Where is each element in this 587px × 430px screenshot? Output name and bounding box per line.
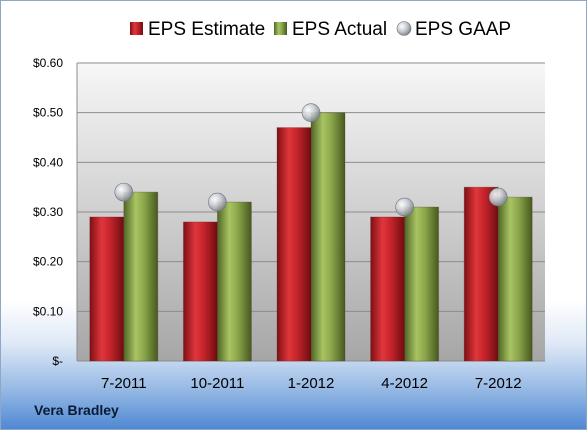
y-tick-label: $-	[52, 354, 63, 368]
legend-swatch	[396, 21, 412, 36]
marker-gaap	[301, 103, 321, 122]
bar-actual	[404, 206, 440, 362]
company-label: Vera Bradley	[34, 402, 119, 418]
x-tick-label: 7-2012	[475, 375, 522, 392]
legend-label: EPS Estimate	[148, 19, 265, 40]
y-tick-label: $0.20	[33, 255, 63, 269]
y-tick-label: $0.60	[33, 56, 63, 70]
marker-gaap	[488, 187, 508, 207]
legend-label: EPS GAAP	[415, 19, 511, 40]
marker-gaap	[208, 192, 227, 212]
bar-estimate	[89, 216, 125, 362]
legend-swatch	[274, 22, 287, 35]
x-tick-label: 7-2011	[101, 375, 147, 392]
bar-estimate	[370, 216, 406, 362]
bar-actual	[310, 112, 346, 362]
bar-actual	[216, 201, 252, 362]
x-tick-label: 10-2011	[190, 375, 244, 392]
legend: EPS Estimate EPS Actual EPS GAAP	[130, 19, 511, 40]
plot-area: $- $0.10 $0.20 $0.30 $0.40 $0.50 $0.60 7-2011 10…	[33, 56, 545, 392]
y-tick-label: $0.40	[33, 155, 63, 169]
x-tick-label: 4-2012	[381, 375, 428, 392]
y-tick-label: $0.10	[33, 304, 63, 318]
marker-gaap	[395, 197, 414, 217]
y-tick-label: $0.50	[33, 106, 63, 120]
bar-estimate	[276, 127, 312, 362]
bar-estimate	[463, 186, 499, 362]
legend-label: EPS Actual	[292, 19, 387, 40]
marker-gaap	[114, 182, 134, 202]
bar-actual	[123, 191, 159, 362]
y-tick-label: $0.30	[33, 205, 63, 219]
bar-actual	[497, 196, 533, 362]
bar-estimate	[182, 221, 218, 362]
legend-swatch	[130, 22, 143, 35]
x-tick-label: 1-2012	[288, 375, 335, 392]
